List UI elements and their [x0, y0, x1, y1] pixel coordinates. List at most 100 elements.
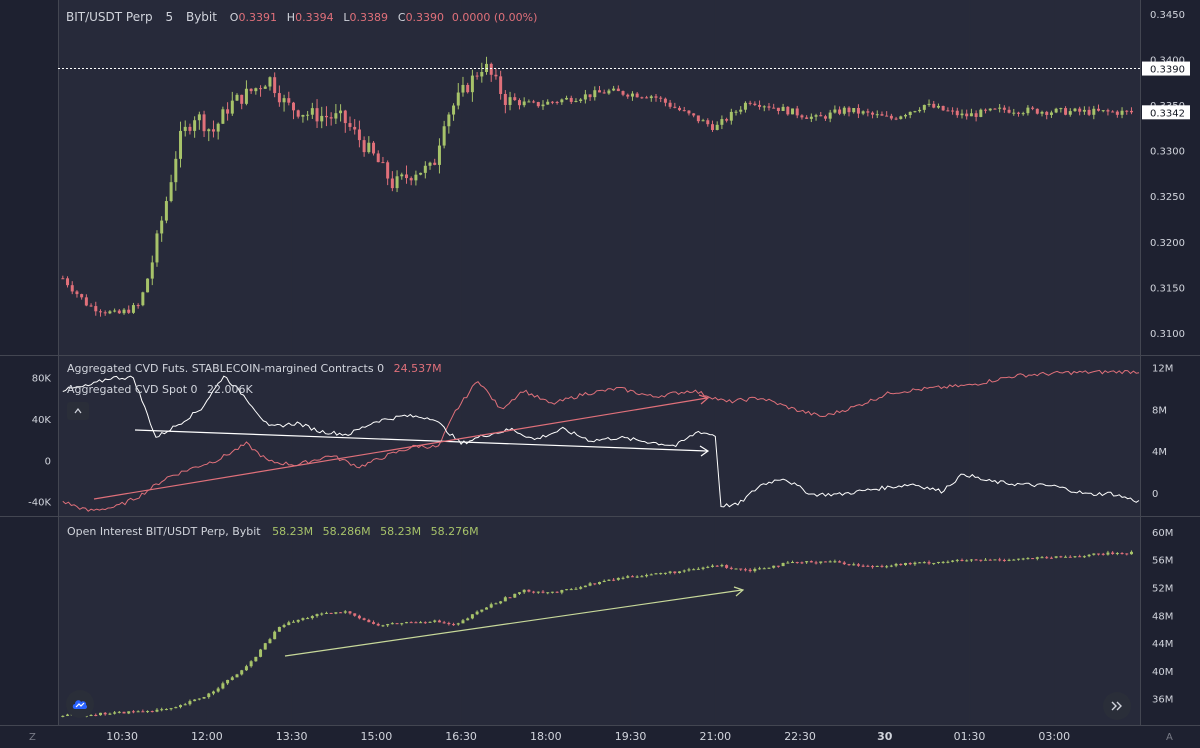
price-candle [734, 111, 738, 113]
price-candle [1115, 111, 1119, 115]
price-candle [1087, 109, 1091, 115]
price-candle [117, 310, 121, 314]
symbol-legend[interactable]: BIT/USDT Perp 5 Bybit O0.3391 H0.3394 L0… [66, 10, 537, 24]
oi-candle [955, 559, 959, 561]
price-candle [875, 114, 879, 116]
price-candle [456, 92, 460, 106]
oi-candle [404, 622, 408, 624]
price-candle [936, 105, 940, 108]
price-candle [470, 75, 474, 93]
price-candle [480, 71, 484, 77]
oi-candle [343, 611, 347, 613]
cvd-futs-legend[interactable]: Aggregated CVD Futs. STABLECOIN-margined… [67, 362, 442, 375]
cvd-spot-legend[interactable]: Aggregated CVD Spot 0 22.006K [67, 383, 253, 396]
oi-candle [183, 704, 187, 706]
oi-candle [682, 570, 686, 572]
oi-candle [1031, 558, 1035, 560]
oi-candle [61, 715, 65, 717]
price-candle [758, 104, 762, 107]
time-tick-label: 19:30 [615, 730, 647, 743]
price-candle [833, 109, 837, 113]
price-candle [334, 113, 338, 119]
oi-candle [527, 589, 531, 592]
price-candle [1125, 110, 1129, 112]
price-candle [889, 115, 893, 119]
oi-candle [602, 580, 606, 583]
price-candle [301, 115, 305, 117]
time-tick-label: 30 [877, 730, 893, 743]
price-candle [136, 305, 140, 307]
oi-candle [805, 561, 809, 563]
oi-candle [998, 559, 1002, 561]
oi-candle [960, 559, 964, 561]
price-candle [282, 98, 286, 103]
oi-candle [249, 661, 253, 667]
oi-candle [649, 574, 653, 576]
oi-candle [795, 562, 799, 564]
price-tick-label: 0.3450 [1150, 10, 1185, 21]
time-tick-label: 01:30 [954, 730, 986, 743]
oi-candle [103, 712, 107, 715]
price-candle [485, 63, 489, 72]
price-candle [649, 96, 653, 99]
price-candle [1031, 107, 1035, 109]
timezone-corner[interactable]: Z [29, 732, 36, 743]
price-candle [513, 97, 517, 101]
price-candle [221, 109, 225, 124]
price-candle [706, 120, 710, 125]
oi-candle [226, 679, 230, 684]
scroll-to-realtime-button[interactable] [1103, 692, 1131, 720]
exchange: Bybit [186, 10, 217, 24]
oi-candle [1101, 553, 1105, 555]
price-candle [75, 291, 79, 295]
oi-candle [974, 559, 978, 561]
oi-candle [701, 567, 705, 569]
open-interest-candles [61, 550, 1133, 718]
price-candle [598, 90, 601, 93]
price-candle [678, 107, 682, 111]
price-candle [955, 110, 959, 116]
oi-candle [485, 607, 489, 610]
oi-candle [1078, 556, 1082, 558]
oi-candle [1120, 553, 1124, 555]
price-candle [932, 103, 936, 108]
time-tick-label: 13:30 [276, 730, 308, 743]
oi-candle [282, 625, 286, 627]
price-candle [866, 111, 870, 113]
price-candle [244, 88, 248, 104]
auto-scale-corner[interactable]: A [1166, 732, 1173, 743]
time-tick-label: 03:00 [1038, 730, 1070, 743]
price-candle [1111, 111, 1115, 113]
oi-candle [254, 656, 258, 662]
price-candle [979, 109, 983, 117]
price-candle [169, 182, 173, 202]
price-candle [188, 126, 192, 131]
price-candle [174, 158, 178, 183]
price-candle [339, 110, 343, 114]
price-candle [254, 88, 258, 92]
oi-candle [965, 560, 969, 562]
oi-candle [720, 565, 724, 567]
oi-candle [155, 709, 159, 712]
oi-candle [753, 568, 757, 572]
price-candle [66, 278, 70, 286]
chevron-up-icon [74, 408, 82, 414]
price-candle [767, 106, 771, 108]
time-tick-label: 21:00 [699, 730, 731, 743]
price-candle [663, 98, 667, 103]
cvd-futs-tick-label: 4M [1152, 447, 1167, 458]
price-candle [122, 309, 126, 314]
price-candle [899, 116, 903, 119]
collapse-legend-button[interactable] [67, 402, 89, 420]
price-candle [452, 105, 456, 115]
oi-candle [687, 569, 691, 571]
oi-candle [494, 603, 498, 605]
price-candle [207, 129, 211, 132]
oi-legend[interactable]: Open Interest BIT/USDT Perp, Bybit 58.23… [67, 525, 479, 538]
price-candle [1012, 112, 1016, 114]
price-candle [428, 162, 432, 166]
double-chevron-right-icon [1111, 701, 1122, 711]
oi-candle [772, 565, 776, 568]
price-candle [1064, 108, 1068, 115]
